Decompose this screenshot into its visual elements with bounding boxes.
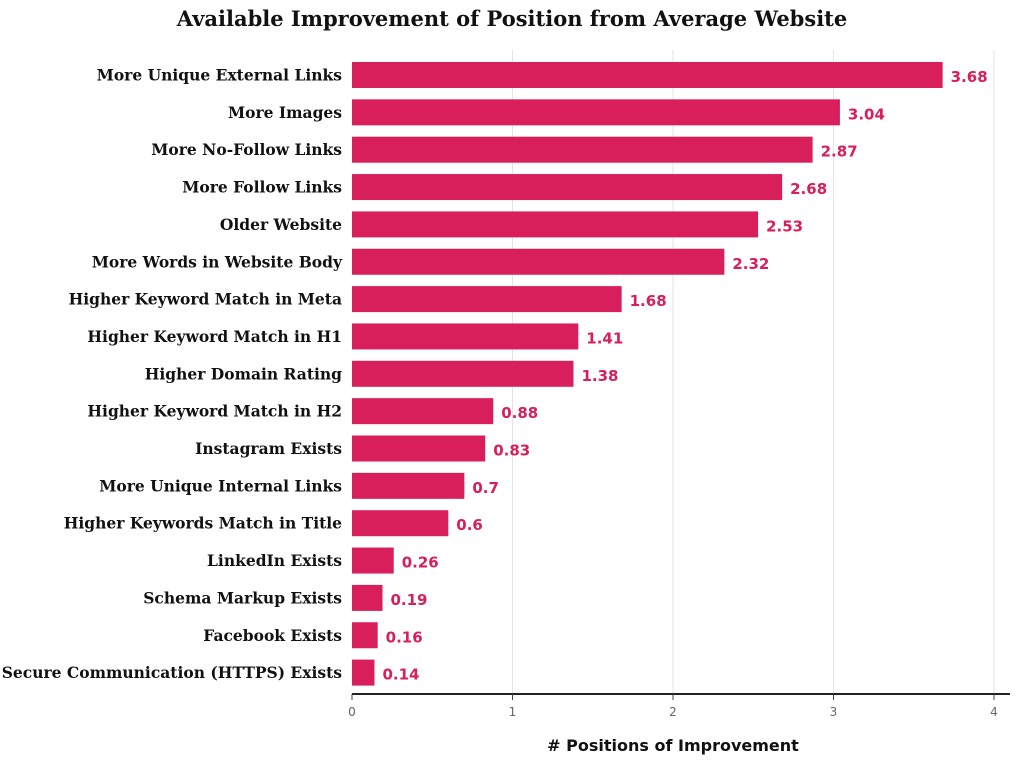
value-label: 2.32 [732,255,769,273]
bar [352,584,383,611]
value-label: 0.88 [501,404,538,422]
value-label: 0.26 [402,554,439,572]
value-label: 0.83 [493,442,530,460]
category-label: Facebook Exists [203,626,342,645]
bar [352,435,486,462]
category-label: More Words in Website Body [92,252,343,271]
category-label: More Follow Links [182,178,342,197]
value-label: 0.14 [382,666,419,684]
value-label: 3.04 [848,105,885,123]
x-tick-label: 2 [669,705,677,719]
value-label: 0.19 [390,591,427,609]
category-label: More No-Follow Links [151,140,342,159]
bar [352,622,378,649]
bar [352,286,622,313]
x-tick-label: 4 [990,705,998,719]
category-label: Instagram Exists [195,439,342,458]
category-label: LinkedIn Exists [207,551,342,570]
category-label: Schema Markup Exists [143,588,342,607]
bar [352,398,494,425]
category-label: Higher Keyword Match in Meta [69,290,342,309]
bar [352,472,465,499]
x-tick-label: 1 [509,705,517,719]
category-label: More Images [228,103,342,122]
category-label: Higher Domain Rating [145,364,342,383]
bar [352,62,943,88]
value-label: 1.38 [581,367,618,385]
bar [352,323,579,350]
value-label: 1.41 [586,329,623,347]
category-label: Older Website [220,215,342,234]
value-label: 0.7 [472,479,499,497]
bar [352,99,840,126]
bar [352,174,783,201]
value-label: 0.6 [456,516,483,534]
value-label: 2.68 [790,180,827,198]
value-label: 0.16 [386,628,423,646]
bar [352,659,375,686]
value-label: 3.68 [951,68,988,86]
x-tick-label: 0 [348,705,356,719]
category-label: Higher Keyword Match in H2 [87,402,342,421]
bar [352,510,449,537]
category-label: Secure Communication (HTTPS) Exists [2,663,343,682]
bar [352,211,759,238]
category-label: Higher Keyword Match in H1 [87,327,342,346]
value-label: 1.68 [630,292,667,310]
category-label: More Unique Internal Links [99,476,342,495]
chart-title: Available Improvement of Position from A… [176,6,848,31]
value-label: 2.53 [766,217,803,235]
bar [352,136,813,163]
category-label: Higher Keywords Match in Title [64,514,342,533]
bar [352,360,574,387]
category-label: More Unique External Links [97,66,343,85]
bar [352,547,394,574]
x-axis-title: # Positions of Improvement [547,736,799,755]
value-label: 2.87 [821,143,858,161]
bar [352,248,725,275]
x-tick-label: 3 [830,705,838,719]
